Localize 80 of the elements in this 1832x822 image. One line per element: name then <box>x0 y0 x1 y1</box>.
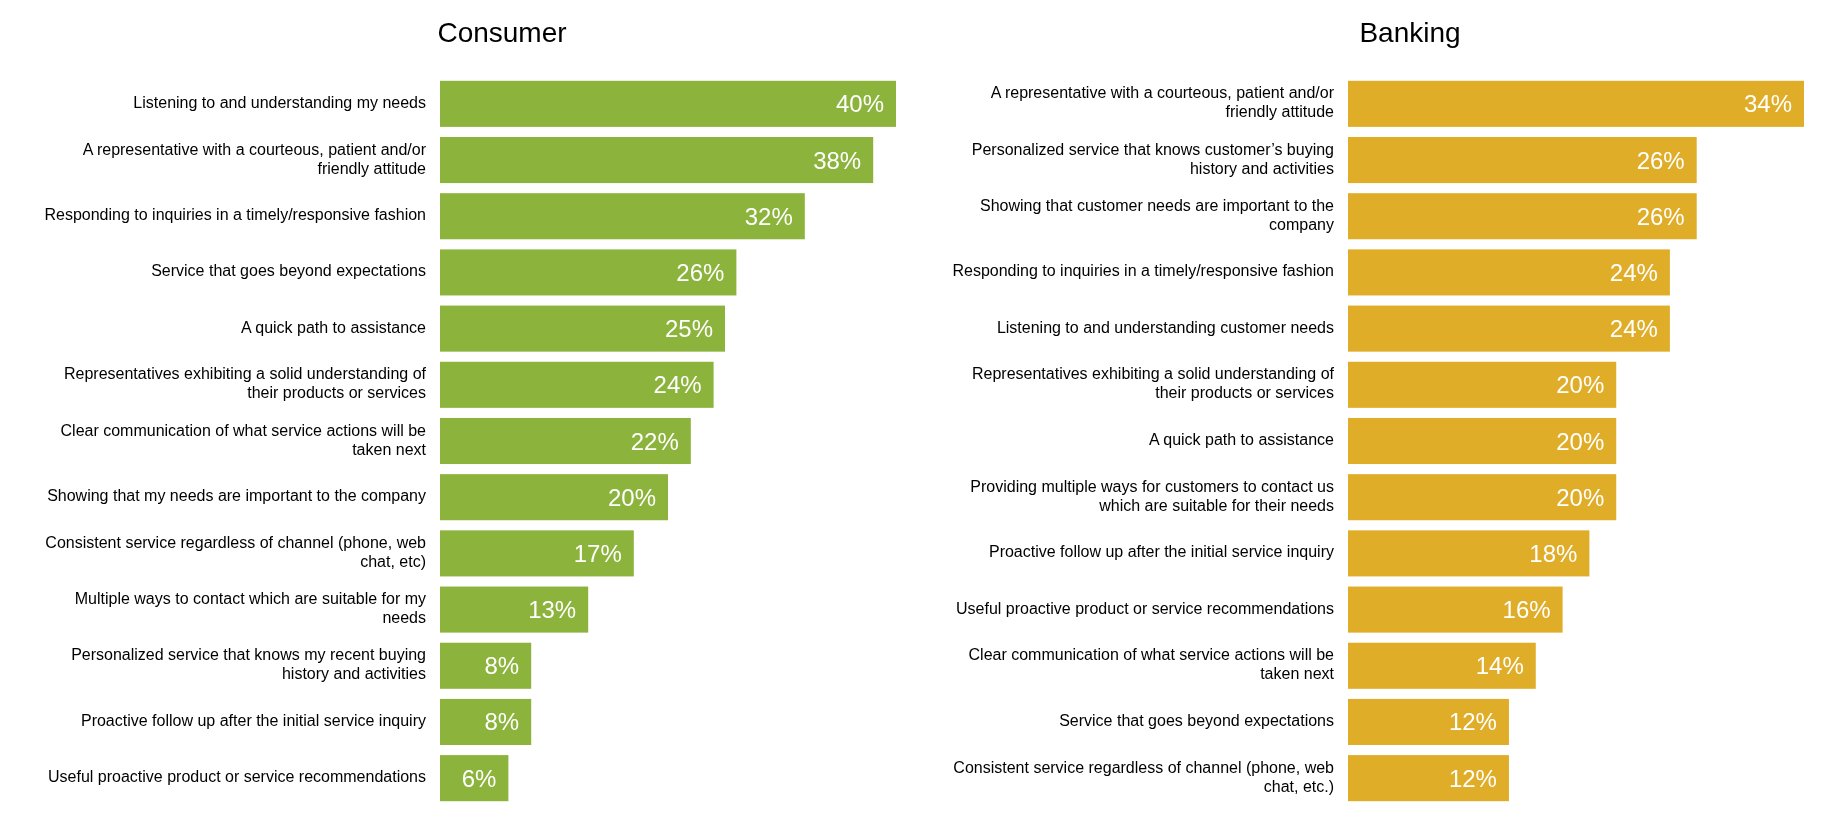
data-label: 20% <box>607 483 656 511</box>
bar <box>1348 642 1536 689</box>
bar <box>440 755 509 802</box>
data-label: 22% <box>630 427 679 455</box>
bar <box>1348 530 1590 577</box>
data-label: 12% <box>1448 708 1497 736</box>
bar <box>1348 305 1670 352</box>
y-tick-label: Showing that my needs are important to the company <box>47 487 426 505</box>
y-tick-label: Personalized service that knows my recent buying history and activities <box>71 646 426 683</box>
data-label: 8% <box>484 652 520 680</box>
data-label: 20% <box>1556 483 1605 511</box>
bar <box>440 193 805 240</box>
bar <box>1348 474 1617 521</box>
bar <box>1348 755 1509 802</box>
bar <box>1348 80 1804 127</box>
y-tick-label: Consistent service regardless of channel (phone, web chat, etc) <box>45 534 427 571</box>
bar <box>440 361 714 408</box>
y-tick-label: Listening to and understanding my needs <box>133 94 426 112</box>
data-label: 38% <box>813 146 862 174</box>
y-tick-label: Service that goes beyond expectations <box>151 262 426 280</box>
y-tick-label: Useful proactive product or service recommendations <box>48 768 426 786</box>
data-label: 14% <box>1475 652 1524 680</box>
data-label: 20% <box>1556 427 1605 455</box>
data-label: 12% <box>1448 764 1497 792</box>
bar <box>440 586 589 633</box>
data-label: 32% <box>744 202 793 230</box>
bar <box>1348 586 1563 633</box>
y-tick-label: Providing multiple ways for customers to contact us which are suitable for their needs <box>970 477 1334 514</box>
bar <box>440 417 691 465</box>
bar <box>440 249 737 296</box>
bar <box>440 642 532 689</box>
y-tick-label: A representative with a courteous, patient and/or friendly attitude <box>82 140 427 177</box>
data-label: 26% <box>1636 202 1685 230</box>
y-tick-label: Useful proactive product or service recommendations <box>956 599 1334 617</box>
y-tick-label: Proactive follow up after the initial service inquiry <box>80 712 426 730</box>
bar <box>440 698 532 745</box>
y-tick-label: A representative with a courteous, patient and/or friendly attitude <box>990 84 1335 121</box>
data-label: 24% <box>653 371 702 399</box>
bar <box>440 137 874 184</box>
bar <box>440 530 634 577</box>
y-tick-label: Representatives exhibiting a solid understanding of their products or services <box>971 365 1335 402</box>
data-label: 40% <box>835 90 884 118</box>
data-label: 24% <box>1609 258 1658 286</box>
y-tick-label: Listening to and understanding customer needs <box>996 318 1334 336</box>
bar <box>1348 698 1509 745</box>
data-label: 26% <box>676 258 725 286</box>
data-label: 17% <box>573 539 622 567</box>
y-tick-label: Showing that customer needs are important to the company <box>980 196 1335 233</box>
chart-title: Consumer <box>437 17 567 48</box>
y-tick-label: Proactive follow up after the initial service inquiry <box>988 543 1334 561</box>
y-tick-label: Responding to inquiries in a timely/responsive fashion <box>44 206 426 224</box>
chart-title: Banking <box>1359 17 1461 48</box>
y-tick-label: A quick path to assistance <box>241 318 427 336</box>
y-tick-label: Consistent service regardless of channel (phone, web chat, etc.) <box>953 758 1335 795</box>
y-tick-label: Clear communication of what service actions will be taken next <box>60 421 427 458</box>
bar <box>1348 137 1697 184</box>
data-label: 25% <box>664 315 713 343</box>
bar <box>1348 361 1617 408</box>
data-label: 6% <box>461 764 497 792</box>
bar <box>440 80 896 127</box>
data-label: 26% <box>1636 146 1685 174</box>
data-label: 20% <box>1556 371 1605 399</box>
data-label: 8% <box>484 708 520 736</box>
bar <box>1348 417 1617 465</box>
y-tick-label: Clear communication of what service actions will be taken next <box>968 646 1335 683</box>
bar <box>440 474 668 521</box>
y-tick-label: Representatives exhibiting a solid understanding of their products or services <box>63 365 427 402</box>
bar <box>440 305 725 352</box>
y-tick-label: Responding to inquiries in a timely/responsive fashion <box>952 262 1334 280</box>
data-label: 13% <box>528 596 577 624</box>
data-label: 24% <box>1609 315 1658 343</box>
y-tick-label: Multiple ways to contact which are suitable for my needs <box>74 590 426 627</box>
data-label: 16% <box>1502 596 1551 624</box>
bar <box>1348 249 1670 296</box>
data-label: 18% <box>1529 539 1578 567</box>
y-tick-label: Service that goes beyond expectations <box>1059 712 1334 730</box>
data-label: 34% <box>1743 90 1792 118</box>
bar <box>1348 193 1697 240</box>
y-tick-label: A quick path to assistance <box>1149 431 1335 449</box>
y-tick-label: Personalized service that knows customer’s buying history and activities <box>971 140 1334 177</box>
